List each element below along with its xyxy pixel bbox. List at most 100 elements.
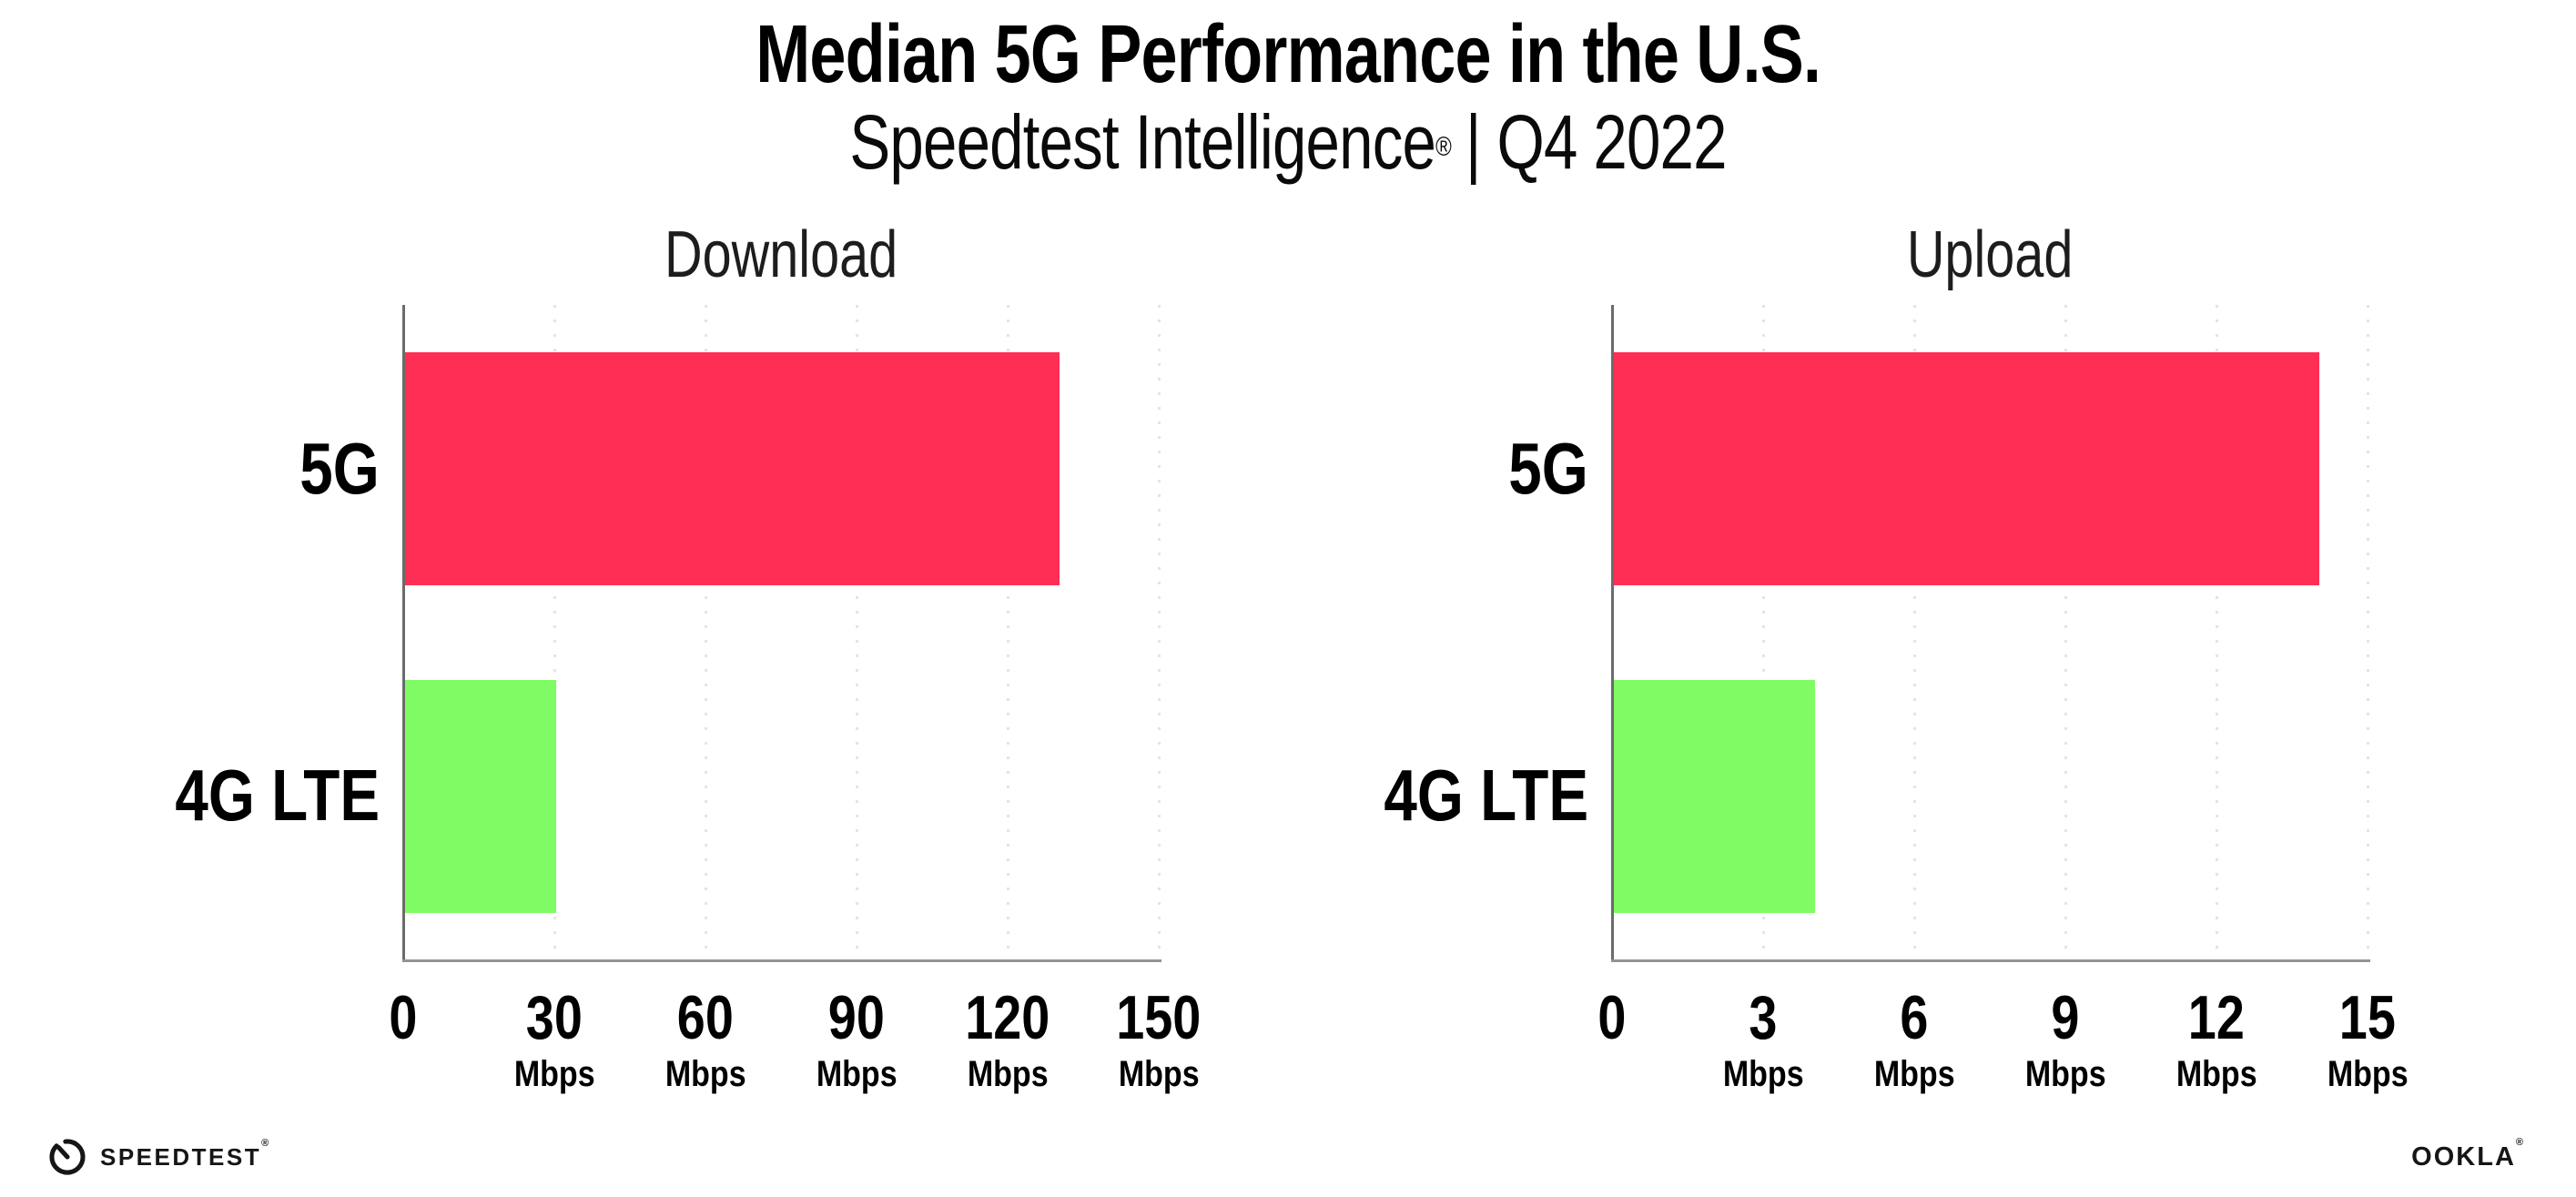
x-tick-120: 120 Mbps [935,985,1080,1094]
x-tick-unit: Mbps [1841,1054,1987,1094]
gridline-3 [1762,305,1765,959]
x-tick-number: 30 [482,985,627,1050]
x-tick-number: 90 [784,985,929,1050]
x-tick-number: 3 [1690,985,1836,1050]
x-tick-30: 30 Mbps [482,985,627,1094]
x-tick-number: 60 [633,985,778,1050]
gridline-9 [2064,305,2067,959]
x-tick-unit: Mbps [1690,1054,1836,1094]
category-label-text: 4G LTE [1384,755,1588,836]
page-title: Median 5G Performance in the U.S. [0,11,2576,98]
x-tick-unit: Mbps [935,1054,1080,1094]
gridline-60 [705,305,707,959]
x-tick-number-text: 15 [2338,983,2397,1052]
x-tick-unit-text: Mbps [1118,1054,1200,1094]
x-tick-unit: Mbps [633,1054,778,1094]
category-label-4g-lte: 4G LTE [1330,755,1588,837]
plot-area-upload [1611,305,2370,962]
category-label-text: 5G [1508,428,1588,509]
x-tick-unit: Mbps [2295,1054,2440,1094]
y-axis-line [1611,305,1614,962]
ookla-wordmark: OOKLA [2411,1141,2516,1172]
gridline-150 [1158,305,1161,959]
gridline-30 [553,305,556,959]
x-tick-number-text: 9 [2051,983,2080,1052]
subtitle-brand: Speedtest Intelligence [849,99,1436,185]
y-axis-line [402,305,405,962]
speedtest-logo-text: SPEEDTEST® [100,1138,269,1172]
x-tick-unit-text: Mbps [513,1054,595,1094]
category-label-text: 5G [299,428,380,509]
chart-title-upload: Upload [1612,218,2368,291]
bar-5g [1614,352,2319,585]
x-tick-unit-text: Mbps [2327,1054,2409,1094]
chart-download: Download 5G 4G LTE 0 30 Mbps 60 Mbps 90 Mbps 120 Mb… [121,218,1201,1138]
chart-title-text: Download [664,218,898,291]
x-tick-0: 0 [1539,985,1685,1050]
x-tick-unit-text: Mbps [1873,1054,1955,1094]
gridline-90 [856,305,858,959]
category-label-text: 4G LTE [175,755,380,836]
x-tick-number: 9 [1993,985,2138,1050]
x-tick-9: 9 Mbps [1993,985,2138,1094]
x-tick-unit-text: Mbps [2024,1054,2106,1094]
x-tick-unit: Mbps [2144,1054,2289,1094]
gauge-needle [56,1144,70,1160]
x-tick-3: 3 Mbps [1690,985,1836,1094]
x-tick-number: 15 [2295,985,2440,1050]
category-label-5g: 5G [1330,428,1588,510]
footer: SPEEDTEST® OOKLA® [47,1131,2523,1182]
x-tick-12: 12 Mbps [2144,985,2289,1094]
x-tick-number-text: 90 [827,983,886,1052]
x-tick-number-text: 0 [389,983,418,1052]
x-tick-0: 0 [330,985,476,1050]
gridline-12 [2216,305,2218,959]
gridline-120 [1007,305,1009,959]
speedtest-wordmark: SPEEDTEST [100,1142,262,1171]
x-tick-number-text: 150 [1116,983,1202,1052]
ookla-registered-icon: ® [2515,1136,2523,1148]
x-tick-unit: Mbps [784,1054,929,1094]
x-tick-unit: Mbps [482,1054,627,1094]
subtitle-period: | Q4 2022 [1465,99,1728,185]
speedtest-registered-icon: ® [261,1137,269,1149]
speedtest-gauge-icon [49,1139,86,1175]
x-tick-6: 6 Mbps [1841,985,1987,1094]
x-tick-number-text: 120 [965,983,1050,1052]
x-tick-number: 150 [1086,985,1232,1050]
subtitle-inner: Speedtest Intelligence® | Q4 2022 [849,96,1728,188]
chart-title-download: Download [403,218,1159,291]
x-axis-line [402,959,1161,962]
gridline-15 [2367,305,2369,959]
x-tick-unit: Mbps [1993,1054,2138,1094]
x-tick-90: 90 Mbps [784,985,929,1094]
x-tick-number-text: 30 [525,983,583,1052]
bar-4g-lte [405,679,556,913]
chart-upload: Upload 5G 4G LTE 0 3 Mbps 6 Mbps 9 Mbps 12 Mbps 15 Mb… [1330,218,2408,1138]
page-title-text: Median 5G Performance in the U.S. [756,9,1821,100]
x-tick-unit-text: Mbps [1722,1054,1804,1094]
bar-4g-lte [1614,679,1816,913]
chart-title-text: Upload [1906,218,2074,291]
x-tick-number-text: 0 [1597,983,1627,1052]
ookla-logo: OOKLA® [2411,1137,2523,1172]
x-tick-number: 6 [1841,985,1987,1050]
registered-trademark-icon: ® [1435,132,1452,162]
gridline-6 [1913,305,1916,959]
bar-5g [405,352,1060,585]
category-label-5g: 5G [121,428,380,510]
x-tick-number-text: 6 [1900,983,1929,1052]
category-label-4g-lte: 4G LTE [121,755,380,837]
x-axis-line [1611,959,2370,962]
x-tick-unit-text: Mbps [816,1054,898,1094]
x-tick-number-text: 60 [676,983,735,1052]
x-tick-unit-text: Mbps [967,1054,1049,1094]
page-subtitle: Speedtest Intelligence® | Q4 2022 [0,96,2576,188]
x-tick-number: 0 [1539,985,1685,1050]
x-tick-unit-text: Mbps [664,1054,746,1094]
x-tick-150: 150 Mbps [1086,985,1232,1094]
x-tick-number: 12 [2144,985,2289,1050]
x-tick-60: 60 Mbps [633,985,778,1094]
x-tick-number-text: 12 [2187,983,2246,1052]
